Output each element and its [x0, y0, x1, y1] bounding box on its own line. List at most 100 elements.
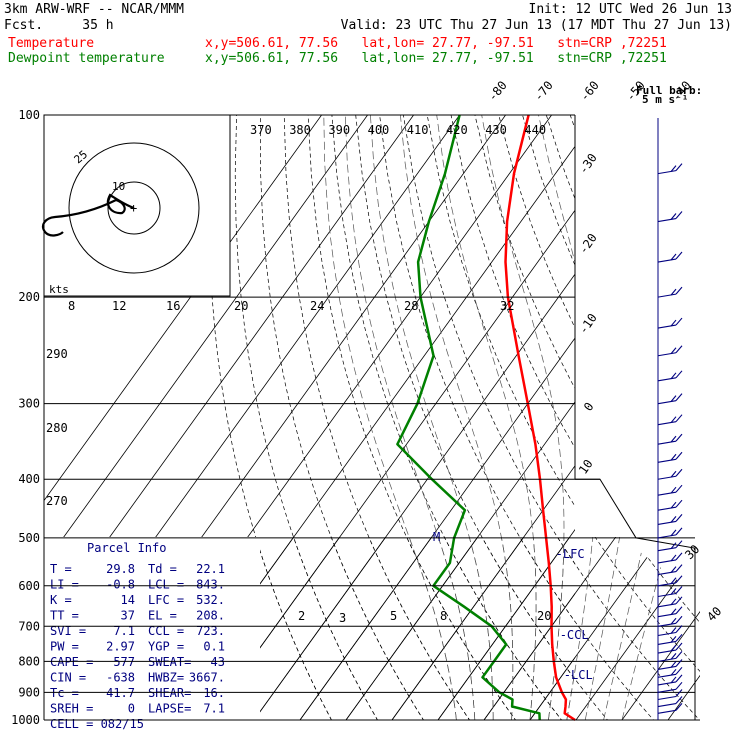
- dry-adiabat-line: [331, 537, 572, 720]
- wind-barb-staff: [657, 631, 677, 637]
- wind-barb: [657, 596, 683, 608]
- wind-barb-flag: [670, 661, 677, 668]
- parcel-info-value: 29.8: [106, 562, 135, 576]
- parcel-info-value: 7.1: [113, 624, 135, 638]
- level-marker-ccl: -CCL: [560, 628, 589, 642]
- wind-barb: [657, 317, 683, 329]
- wind-barb-staff: [657, 400, 677, 405]
- dry-adiabat-line: [234, 537, 386, 720]
- wind-barb-flag: [670, 435, 677, 443]
- dry-adiabat-line: [474, 537, 700, 720]
- dry-adiabat-line: [260, 537, 432, 720]
- wind-barb: [657, 251, 683, 263]
- isotherm-line: [345, 401, 575, 720]
- init-time: Init: 12 UTC Wed 26 Jun 13: [528, 2, 733, 17]
- wind-barb-staff: [657, 217, 677, 223]
- parcel-info-label: LI =: [50, 578, 79, 592]
- isotherm-line: [345, 537, 700, 720]
- wind-barb: [657, 499, 683, 511]
- dry-adiabat-line: [569, 537, 700, 720]
- wind-barb-flag: [670, 372, 677, 380]
- dry-adiabat-line: [713, 115, 740, 733]
- dry-adiabat-line: [688, 537, 700, 720]
- wind-barb-flag: [670, 542, 677, 550]
- wind-barb-flag: [670, 644, 677, 652]
- wind-barb: [657, 659, 683, 670]
- wind-barb-staff: [657, 622, 677, 627]
- pressure-tick-label: 600: [18, 579, 40, 593]
- saturation-adiabat-line: [585, 115, 640, 720]
- parcel-info-label: SWEAT=: [148, 655, 191, 669]
- parcel-info-value: 208.: [196, 609, 225, 623]
- dry-adiabat-line: [450, 537, 700, 720]
- saturation-adiabat-line: [603, 537, 695, 720]
- wind-barb-flag: [675, 514, 683, 522]
- parcel-info-label: LCL =: [148, 578, 184, 592]
- wind-barb-staff: [657, 258, 677, 263]
- isotherm-label: 10: [576, 457, 596, 477]
- wind-barb-flag: [675, 666, 683, 675]
- wind-barb-flag: [670, 319, 677, 327]
- wind-barb-staff: [657, 421, 677, 426]
- wind-barb: [657, 527, 683, 539]
- isotherm-line: [483, 537, 700, 720]
- dry-adiabat-line: [307, 115, 516, 720]
- mixing-ratio-label: 12: [112, 299, 126, 313]
- saturation-adiabat-line: [344, 537, 476, 720]
- wind-barb-flag: [675, 540, 683, 549]
- wind-barb-flag: [675, 317, 683, 326]
- wind-barb-flag: [670, 577, 677, 585]
- parcel-info-label: YGP =: [148, 640, 184, 654]
- wind-barb-flag: [670, 486, 677, 494]
- parcel-info-label: T =: [50, 562, 72, 576]
- dry-adiabat-line: [307, 537, 526, 720]
- wind-barb-staff: [657, 324, 677, 329]
- saturation-adiabat-line: [370, 115, 494, 720]
- dry-adiabat-line: [450, 115, 575, 449]
- temperature-trace: [504, 114, 576, 722]
- dewpoint-location-info: x,y=506.61, 77.56 lat,lon= 27.77, -97.51…: [205, 51, 667, 66]
- dry-adiabat-label: 290: [46, 347, 68, 361]
- saturation-adiabat-line: [436, 537, 537, 720]
- wind-barb-flag: [670, 566, 677, 573]
- wind-barb-staff: [657, 709, 677, 714]
- wind-barb-flag: [675, 345, 683, 354]
- dry-adiabat-line: [474, 115, 575, 390]
- dry-adiabat-line: [260, 115, 424, 720]
- mixing-ratio-label: 20: [234, 299, 248, 313]
- wind-barb: [657, 433, 683, 445]
- theta-e-label: 390: [328, 123, 350, 137]
- wind-barb-flag: [670, 501, 677, 509]
- saturation-adiabat-line: [621, 537, 700, 720]
- dry-adiabat-line: [713, 115, 740, 733]
- wind-barb-staff: [657, 673, 677, 678]
- wind-barb-flag: [675, 642, 683, 651]
- hodograph-ring-inner: [107, 181, 161, 235]
- wind-barb: [657, 586, 683, 598]
- wind-barb-staff: [657, 534, 677, 539]
- wind-barb-flag: [675, 433, 683, 442]
- wind-barb-flag: [675, 370, 683, 379]
- isotherm-label: -20: [576, 231, 600, 257]
- wind-barb-staff: [657, 592, 677, 598]
- pressure-tick-label: 500: [18, 531, 40, 545]
- wind-barb-flag: [675, 696, 683, 704]
- level-marker-lcl: -LCL: [564, 668, 593, 682]
- wind-legend-line2: 5 m s⁻¹: [642, 93, 688, 106]
- wind-barb-flag: [675, 596, 683, 605]
- wind-barb-staff: [657, 657, 677, 662]
- dry-adiabat-line: [403, 115, 575, 565]
- wind-barb-flag: [675, 286, 683, 295]
- parcel-info-label: CCL =: [148, 624, 184, 638]
- hodograph-units-label: kts: [49, 283, 69, 296]
- parcel-info-value: 16.: [203, 686, 225, 700]
- dry-adiabat-line: [594, 115, 740, 733]
- wind-barb-flag: [675, 393, 683, 402]
- pressure-tick-label: 900: [18, 685, 40, 699]
- wind-barb-staff: [657, 293, 677, 298]
- wind-barb-staff: [657, 695, 677, 701]
- wind-barb: [657, 651, 683, 662]
- wind-barb-flag: [675, 251, 683, 260]
- mixing-ratio-label: 5: [390, 609, 397, 623]
